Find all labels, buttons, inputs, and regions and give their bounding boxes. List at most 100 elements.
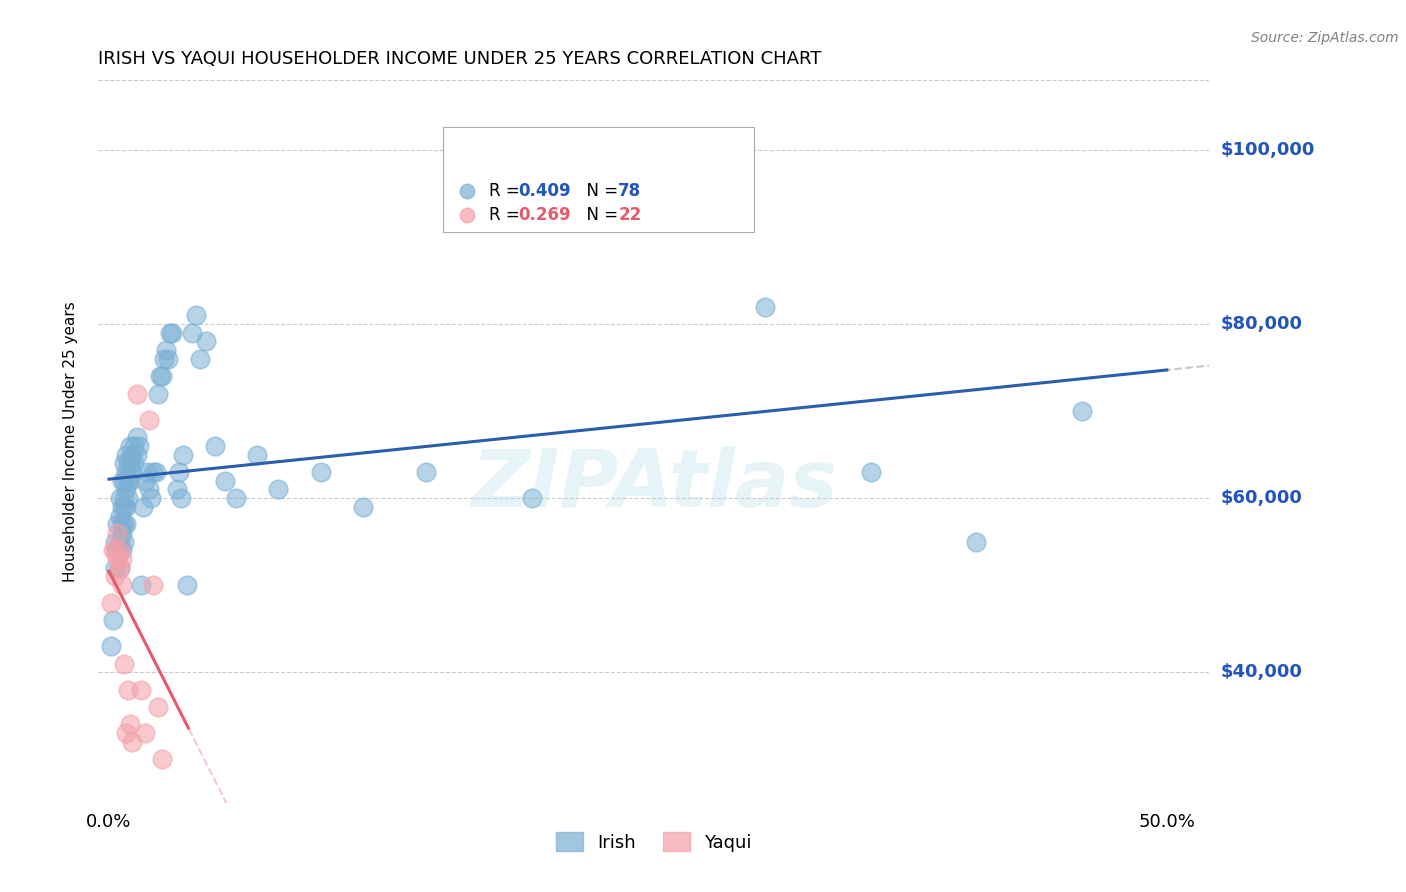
Text: $80,000: $80,000 [1220,315,1302,333]
Point [124,439,146,453]
Point [103,543,125,558]
Point [111,500,134,514]
Text: R =: R = [489,206,526,225]
Text: 78: 78 [619,182,641,200]
Text: 0.269: 0.269 [519,206,571,225]
Point [188,351,211,366]
Point [172,448,194,462]
Point [112,491,135,505]
Point [104,569,127,583]
Point [107,543,129,558]
Point [111,525,134,540]
Point [112,500,135,514]
Point [120,456,142,470]
Point [108,561,131,575]
Text: 0.409: 0.409 [519,182,571,200]
Point [146,700,169,714]
Point [107,517,129,532]
Point [246,448,269,462]
Point [520,491,543,505]
Point [112,657,135,671]
Point [112,474,135,488]
Point [111,543,134,558]
Point [103,613,125,627]
Point [120,474,142,488]
Point [120,439,142,453]
Point [648,178,671,192]
Point [162,326,184,340]
Point [104,561,127,575]
Y-axis label: Householder Income Under 25 years: Householder Income Under 25 years [63,301,77,582]
Point [108,508,131,523]
Point [108,491,131,505]
Point [141,491,163,505]
Point [111,578,134,592]
Point [121,465,143,479]
Point [157,351,180,366]
Text: IRISH VS YAQUI HOUSEHOLDER INCOME UNDER 25 YEARS CORRELATION CHART: IRISH VS YAQUI HOUSEHOLDER INCOME UNDER … [98,50,821,68]
Point [170,491,193,505]
Text: Source: ZipAtlas.com: Source: ZipAtlas.com [1251,31,1399,45]
Point [132,500,155,514]
Point [124,456,146,470]
Point [112,517,135,532]
Point [134,474,156,488]
Text: R =: R = [489,182,526,200]
Point [204,439,226,453]
Point [155,343,177,358]
Point [225,491,247,505]
Point [117,456,139,470]
Text: $60,000: $60,000 [1220,489,1302,508]
Point [184,308,207,322]
Legend: Irish, Yaqui: Irish, Yaqui [548,825,759,859]
Point [100,639,122,653]
Point [111,517,134,532]
Point [115,448,138,462]
Point [125,386,148,401]
Point [100,596,122,610]
Point [859,465,882,479]
Point [117,682,139,697]
Text: N =: N = [576,206,623,225]
Point [146,386,169,401]
Point [129,682,152,697]
Point [107,525,129,540]
Point [166,483,188,497]
Point [115,726,138,740]
Point [195,334,218,349]
Point [415,465,437,479]
Point [1071,404,1094,418]
Point [153,351,176,366]
Point [138,413,160,427]
Point [142,578,165,592]
Point [214,474,236,488]
Point [108,534,131,549]
Point [136,465,159,479]
Point [309,465,332,479]
Point [115,483,138,497]
Point [115,517,138,532]
Text: $100,000: $100,000 [1220,141,1315,159]
Point [176,578,198,592]
Point [117,474,139,488]
Point [150,369,173,384]
Text: ZIPAtlas: ZIPAtlas [471,446,837,524]
Point [965,534,987,549]
Point [149,369,172,384]
Text: 22: 22 [619,206,641,225]
Point [125,448,148,462]
Point [108,543,131,558]
Point [138,483,160,497]
Point [352,500,374,514]
Point [120,717,142,731]
Text: $40,000: $40,000 [1220,664,1302,681]
Point [104,534,127,549]
Point [159,326,181,340]
Point [128,439,150,453]
Point [115,500,138,514]
FancyBboxPatch shape [443,128,754,232]
Point [107,552,129,566]
Point [134,726,156,740]
Point [125,430,148,444]
Point [108,561,131,575]
